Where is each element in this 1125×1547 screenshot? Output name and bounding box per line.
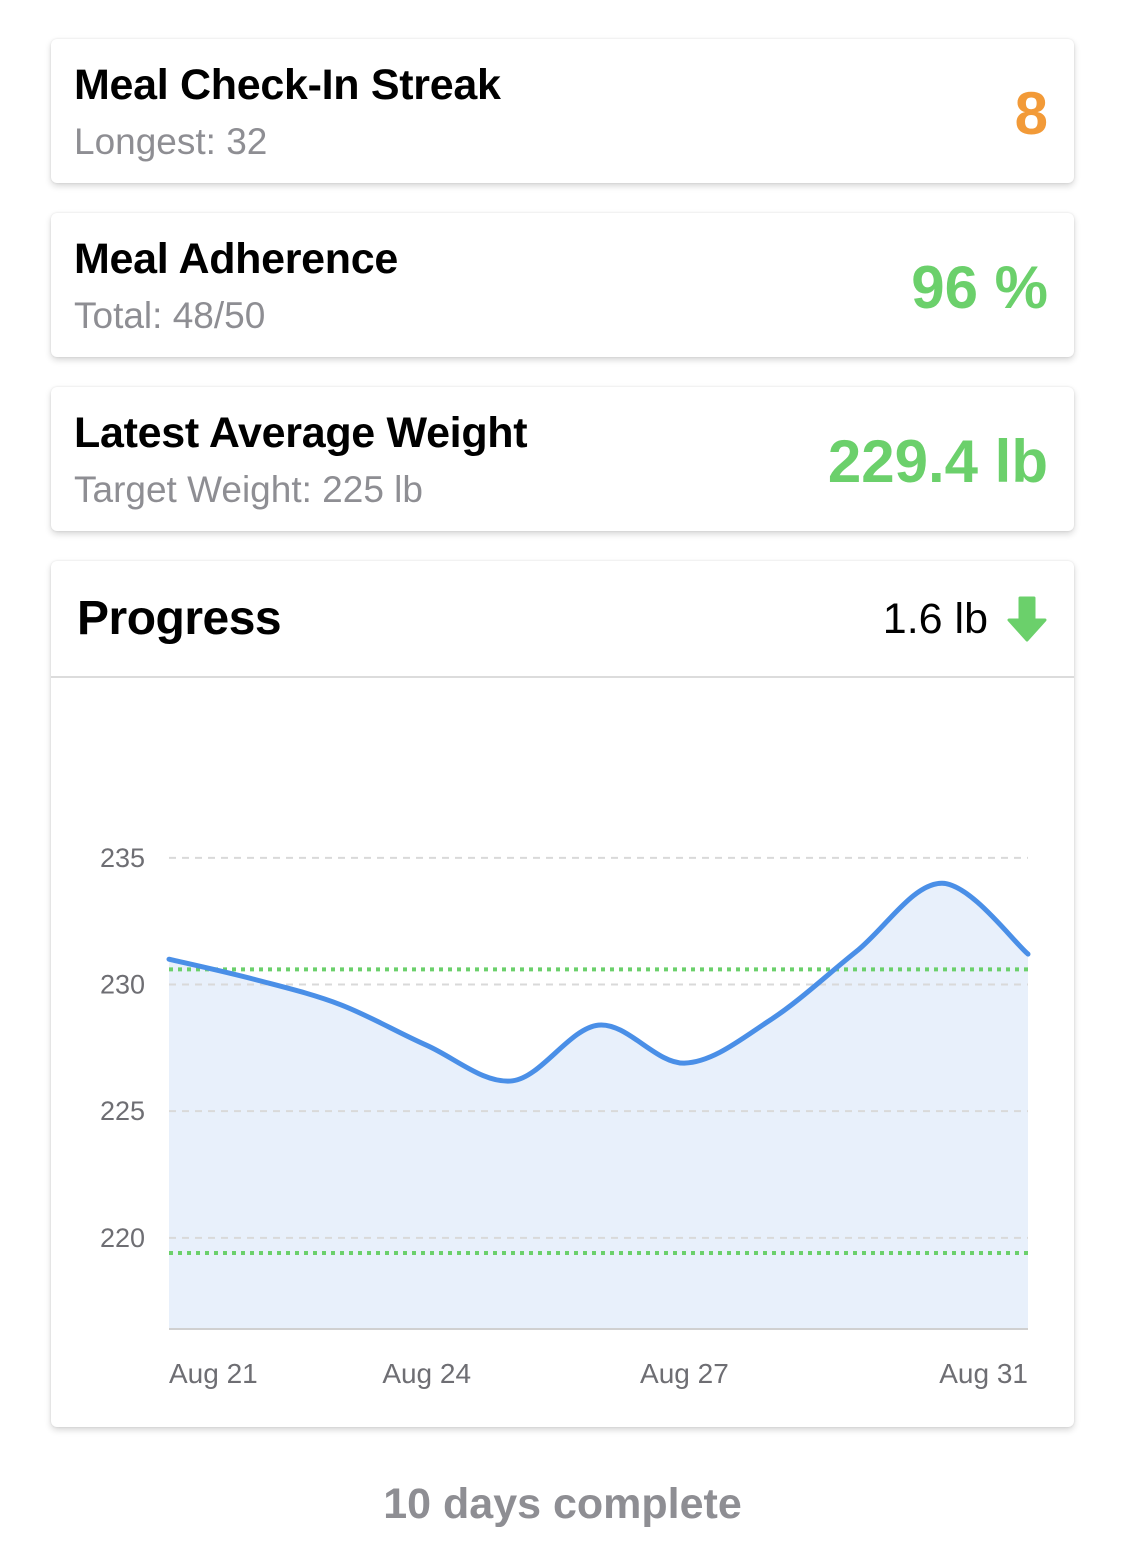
arrow-down-shape	[1007, 596, 1047, 642]
x-tick-label: Aug 24	[382, 1358, 471, 1389]
weight-chart: 235 230 225 220 Aug 21 Aug 24 Aug 27 Aug 31	[100, 843, 1031, 1389]
progress-header: Progress 1.6 lb	[51, 561, 1074, 678]
streak-card[interactable]: Meal Check-In Streak Longest: 32 8	[51, 39, 1074, 183]
weight-change: 1.6 lb	[883, 593, 1048, 645]
weight-card[interactable]: Latest Average Weight Target Weight: 225…	[51, 387, 1074, 531]
weight-title: Latest Average Weight	[74, 409, 528, 457]
weight-value: 229.4 lb	[827, 428, 1048, 495]
adherence-total: Total: 48/50	[74, 295, 266, 336]
weight-change-value: 1.6 lb	[882, 594, 988, 643]
days-complete: 10 days complete	[383, 1480, 742, 1528]
streak-title: Meal Check-In Streak	[74, 61, 501, 109]
y-tick-label: 225	[100, 1096, 145, 1126]
y-tick-label: 235	[100, 843, 145, 873]
progress-card: Progress 1.6 lb 235 230 225 220 Aug 21 Aug 24…	[51, 561, 1074, 1427]
y-tick-label: 230	[100, 970, 145, 1000]
x-tick-label: Aug 21	[169, 1358, 258, 1389]
series-area	[169, 883, 1028, 1329]
x-tick-label: Aug 31	[939, 1358, 1028, 1389]
target-weight: Target Weight: 225 lb	[74, 469, 423, 510]
adherence-card[interactable]: Meal Adherence Total: 48/50 96 %	[51, 213, 1074, 357]
streak-longest: Longest: 32	[74, 121, 268, 162]
progress-title: Progress	[77, 592, 282, 645]
series-line	[166, 880, 1031, 1084]
adherence-value: 96 %	[911, 254, 1048, 321]
x-tick-label: Aug 27	[640, 1358, 729, 1389]
y-tick-label: 220	[100, 1223, 145, 1253]
arrow-down-icon	[1007, 596, 1047, 642]
adherence-title: Meal Adherence	[74, 235, 398, 283]
streak-value: 8	[1014, 80, 1048, 147]
